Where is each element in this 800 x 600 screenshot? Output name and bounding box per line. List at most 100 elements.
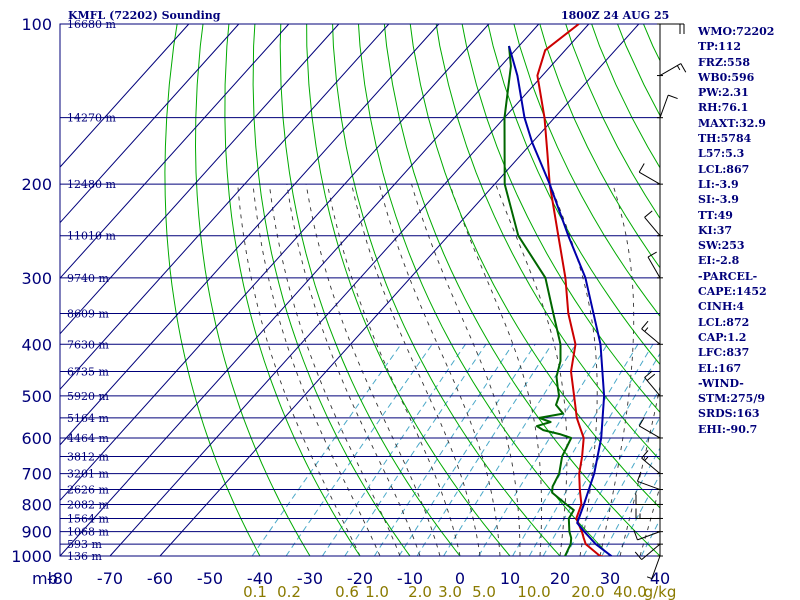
height-label: 5164 m xyxy=(67,412,109,425)
wind-barb-flag xyxy=(644,456,649,462)
height-label: 3201 m xyxy=(67,468,109,481)
isotherm xyxy=(159,23,640,557)
moist-adiabat xyxy=(327,184,461,556)
isotherm xyxy=(59,23,340,335)
stat-item: L57:5.3 xyxy=(698,147,745,161)
stat-item: STM:275/9 xyxy=(698,392,765,406)
isotherm xyxy=(59,23,490,501)
stat-item: -PARCEL- xyxy=(698,269,758,283)
pressure-unit-label: mb xyxy=(32,569,58,588)
mixing-ratio-label: 0.2 xyxy=(277,583,301,600)
wind-barb xyxy=(641,457,661,474)
height-label: 1068 m xyxy=(67,526,109,539)
stat-item: SRDS:163 xyxy=(698,407,760,421)
station-title: KMFL (72202) Sounding xyxy=(68,9,221,22)
pressure-tick-label: 600 xyxy=(21,429,52,448)
mixing-ratio-label: 40.0 xyxy=(613,583,646,600)
height-labels: 16680 m 14270 m 12480 m 11010 m 9740 m 8609 m… xyxy=(67,18,116,563)
stat-item: CAPE:1452 xyxy=(698,285,767,299)
wind-barb xyxy=(644,216,661,237)
pressure-tick-label: 200 xyxy=(21,175,52,194)
moist-adiabat xyxy=(237,184,361,556)
mixing-ratio-label: 0.1 xyxy=(243,583,267,600)
wind-barb-flag xyxy=(644,327,649,332)
temperature-tick-label: -60 xyxy=(147,569,173,588)
stat-item: LCL:872 xyxy=(698,315,750,329)
stat-item: EI:-2.8 xyxy=(698,254,740,268)
wind-barb-flag xyxy=(668,94,678,100)
stat-item: LFC:837 xyxy=(698,346,750,360)
wind-barb xyxy=(641,328,661,345)
height-label: 5920 m xyxy=(67,390,109,403)
isotherm xyxy=(59,23,240,224)
height-label: 4464 m xyxy=(67,432,109,445)
height-label: 2626 m xyxy=(67,484,109,497)
wind-barb-flag xyxy=(644,210,653,218)
pressure-tick-label: 900 xyxy=(21,523,52,542)
mixing-ratio-label: 3.0 xyxy=(438,583,462,600)
temperature-tick-label: -70 xyxy=(97,569,123,588)
stat-item: SW:253 xyxy=(698,239,745,253)
isotherm xyxy=(59,23,190,168)
wind-barb xyxy=(637,480,661,491)
height-label: 3812 m xyxy=(67,450,109,463)
wind-barb-flag xyxy=(636,471,642,482)
stat-item: SI:-3.9 xyxy=(698,193,739,207)
height-label: 8609 m xyxy=(67,307,109,320)
wind-barb-flag xyxy=(633,530,638,541)
pressure-tick-label: 1000 xyxy=(11,547,52,566)
height-label: 1564 m xyxy=(67,512,109,525)
stat-item: EL:167 xyxy=(698,361,742,375)
mixing-ratio-unit: g/kg xyxy=(644,583,677,600)
stat-item: CAP:1.2 xyxy=(698,330,747,344)
wind-barb-flag xyxy=(680,63,687,73)
wind-barb-flag xyxy=(647,251,657,258)
stat-item: WMO:72202 xyxy=(698,25,775,38)
temperature-tick-label: -80 xyxy=(47,569,73,588)
temperature-trace xyxy=(536,24,606,556)
stat-item: KI:37 xyxy=(698,223,733,237)
wind-barb-flag xyxy=(638,417,645,427)
stat-item: WB0:596 xyxy=(698,70,755,84)
sounding-traces xyxy=(503,24,613,556)
stat-item: EHI:-90.7 xyxy=(698,422,758,436)
stat-item: FRZ:558 xyxy=(698,55,751,69)
mixing-ratio-label: 2.0 xyxy=(408,583,432,600)
sounding-indices: WMO:72202 TP:112 FRZ:558 WB0:596 PW:2.31 RH:7… xyxy=(698,24,774,437)
temperature-tick-label: -40 xyxy=(247,569,273,588)
pressure-tick-label: 400 xyxy=(21,335,52,354)
mixing-ratio-label: 20.0 xyxy=(571,583,604,600)
parcel-trace xyxy=(508,45,613,556)
wind-barb-flag xyxy=(634,551,642,560)
wind-barb xyxy=(638,171,661,185)
wind-barb-flag xyxy=(676,65,681,71)
height-label: 136 m xyxy=(67,550,102,563)
wind-barb xyxy=(638,425,661,439)
height-label: 12480 m xyxy=(67,178,116,191)
height-label: 2082 m xyxy=(67,498,109,511)
valid-time: 1800Z 24 AUG 25 xyxy=(561,9,670,22)
isotherm xyxy=(59,23,440,446)
temperature-tick-label: -10 xyxy=(397,569,423,588)
pressure-tick-label: 100 xyxy=(21,15,52,34)
temperature-tick-label: -30 xyxy=(297,569,323,588)
moist-adiabat xyxy=(252,184,381,556)
moist-adiabat xyxy=(351,183,481,556)
temperature-tick-label: 10 xyxy=(500,569,520,588)
wind-profile xyxy=(633,23,687,580)
wind-barb-flag xyxy=(646,576,652,580)
height-label: 11010 m xyxy=(67,230,116,243)
wind-barb xyxy=(659,94,669,118)
mixing-ratio-label: 0.6 xyxy=(335,583,359,600)
pressure-tick-label: 800 xyxy=(21,495,52,514)
height-label: 7630 m xyxy=(67,338,109,351)
wind-barb xyxy=(647,256,661,279)
wind-barb-flag xyxy=(638,163,645,173)
temperature-tick-label: 0 xyxy=(455,569,465,588)
temperature-tick-label: 20 xyxy=(550,569,570,588)
pressure-tick-label: 300 xyxy=(21,269,52,288)
height-label: 6735 m xyxy=(67,366,109,379)
